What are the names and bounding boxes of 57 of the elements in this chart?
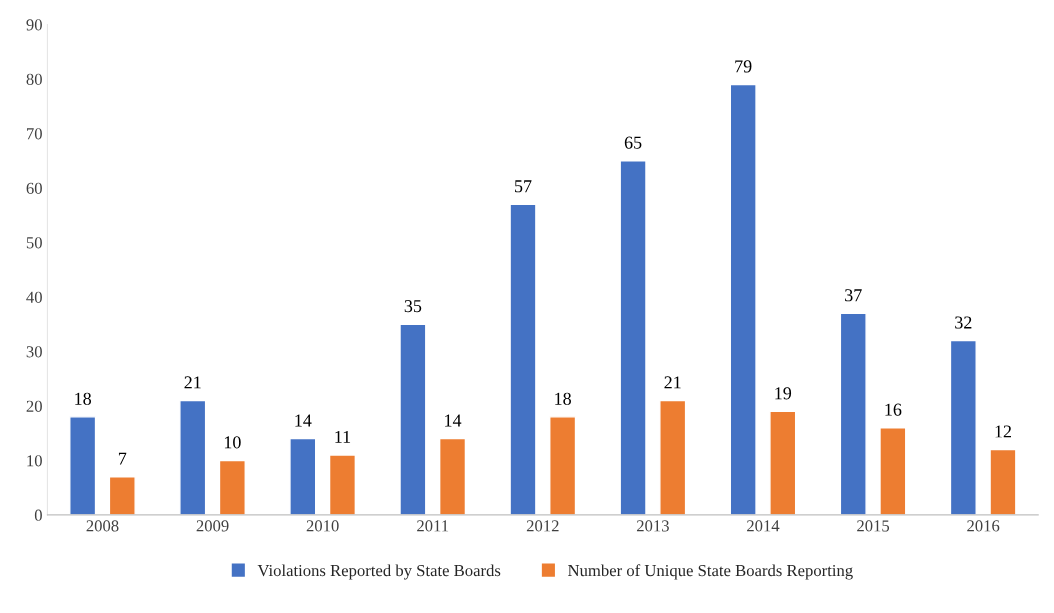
x-tick-label: 2015 xyxy=(857,520,890,532)
data-label: 10 xyxy=(224,436,241,449)
x-tick-label: 2014 xyxy=(747,520,780,532)
bar xyxy=(328,454,357,515)
bar xyxy=(69,416,97,515)
bar xyxy=(108,476,136,515)
y-tick-label: 70 xyxy=(27,128,42,140)
bar xyxy=(509,203,537,515)
y-tick-label: 30 xyxy=(26,346,42,358)
legend-label: Number of Unique State Boards Reporting xyxy=(568,564,853,580)
bar xyxy=(549,416,577,515)
data-label: 14 xyxy=(445,414,462,427)
data-label: 21 xyxy=(664,376,681,389)
data-label: 57 xyxy=(515,180,532,193)
y-tick-label: 50 xyxy=(26,237,42,249)
x-tick-label: 2008 xyxy=(86,520,119,532)
bar xyxy=(769,410,797,515)
data-label: 65 xyxy=(624,136,642,149)
bar xyxy=(438,437,467,515)
y-tick-label: 90 xyxy=(26,19,42,31)
x-tick-label: 2011 xyxy=(417,520,449,532)
legend-label: Violations Reported by State Boards xyxy=(257,564,501,580)
data-label: 79 xyxy=(735,60,752,73)
data-label: 11 xyxy=(335,430,351,443)
data-label: 12 xyxy=(995,425,1011,438)
bar xyxy=(659,399,687,515)
data-label: 18 xyxy=(75,392,91,405)
data-label: 32 xyxy=(955,316,972,329)
bar xyxy=(989,448,1017,515)
y-tick-label: 40 xyxy=(26,291,42,303)
data-label: 35 xyxy=(404,300,422,313)
bar xyxy=(619,160,647,515)
y-tick-label: 60 xyxy=(26,182,42,194)
bar xyxy=(289,437,317,515)
x-tick-label: 2013 xyxy=(636,520,669,532)
x-tick-label: 2016 xyxy=(967,520,1000,532)
data-label: 14 xyxy=(295,414,312,427)
bar xyxy=(729,83,757,515)
data-label: 37 xyxy=(845,289,862,302)
bar xyxy=(839,312,867,515)
x-tick-label: 2012 xyxy=(526,520,559,532)
x-tick-label: 2009 xyxy=(196,520,229,532)
x-tick-label: 2010 xyxy=(306,520,339,532)
data-label: 16 xyxy=(885,403,902,416)
data-label: 7 xyxy=(118,452,127,465)
data-label: 21 xyxy=(184,376,201,389)
bar xyxy=(879,427,907,515)
y-tick-label: 20 xyxy=(26,400,42,412)
data-label: 19 xyxy=(775,387,792,400)
y-tick-label: 80 xyxy=(26,73,42,85)
y-tick-label: 10 xyxy=(27,455,42,467)
bar xyxy=(399,323,427,515)
bar xyxy=(218,459,246,515)
bar xyxy=(949,339,977,515)
bar xyxy=(179,399,207,515)
data-label: 18 xyxy=(555,392,571,405)
y-tick-label: 0 xyxy=(34,509,42,521)
